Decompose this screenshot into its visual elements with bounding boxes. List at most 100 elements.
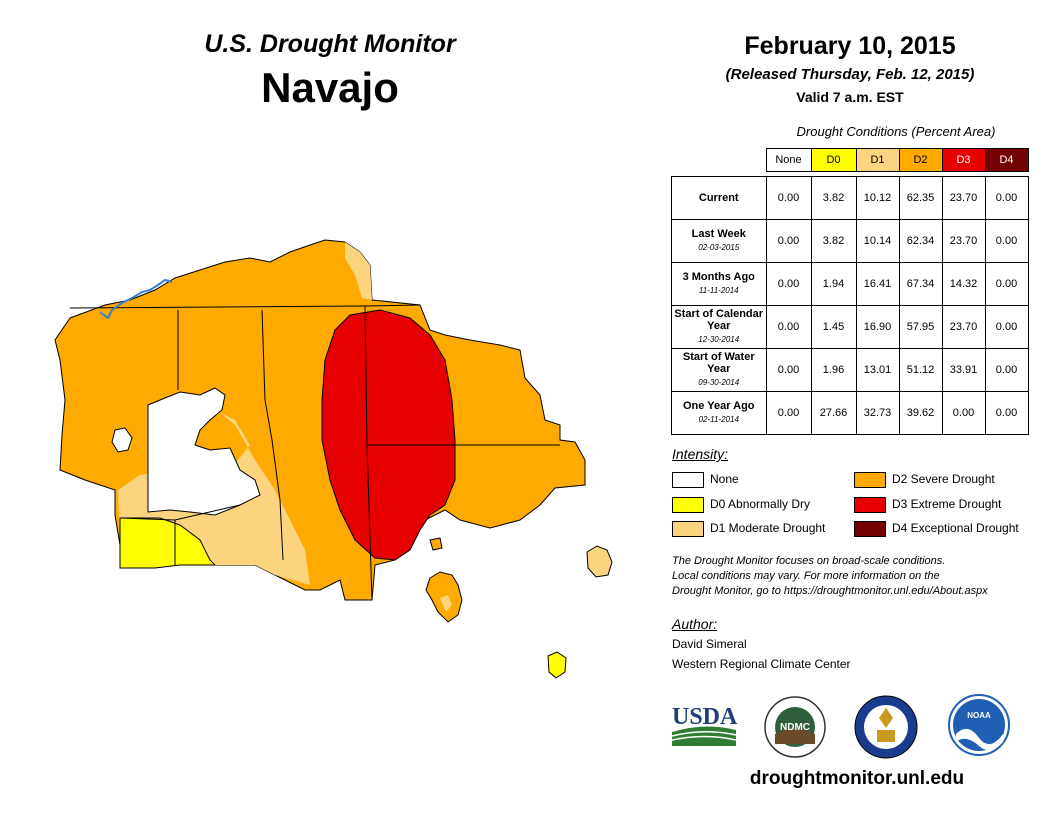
legend-label: None xyxy=(710,472,739,486)
noaa-logo-icon: NOAA xyxy=(948,694,1010,756)
map-region-d3 xyxy=(321,309,456,561)
table-row: Last Week 02-03-2015 0.00 3.82 10.14 62.3… xyxy=(671,219,1029,263)
table-cell: 0.00 xyxy=(984,262,1029,306)
table-cell: 0.00 xyxy=(984,348,1029,392)
map-date: February 10, 2015 xyxy=(744,32,956,60)
table-cell: 39.62 xyxy=(898,391,943,435)
table-cell: 0.00 xyxy=(984,391,1029,435)
legend-swatch xyxy=(854,521,886,537)
table-cell: 0.00 xyxy=(984,176,1029,220)
map-river xyxy=(99,278,173,320)
table-cell: 51.12 xyxy=(898,348,943,392)
table-cell: 0.00 xyxy=(765,262,812,306)
table-cell: 0.00 xyxy=(765,219,812,263)
row-label: Start of Water Year 09-30-2014 xyxy=(671,348,767,392)
table-header-row: None D0 D1 D2 D3 D4 xyxy=(672,148,1029,172)
legend-label: D2 Severe Drought xyxy=(892,472,995,486)
column-header: D4 xyxy=(984,148,1029,172)
column-header: D0 xyxy=(810,148,857,172)
table-cell: 0.00 xyxy=(765,391,812,435)
table-cell: 0.00 xyxy=(941,391,986,435)
svg-text:USDA: USDA xyxy=(672,704,738,730)
row-label: Current xyxy=(671,176,767,220)
column-header: None xyxy=(765,148,812,172)
legend-swatch xyxy=(672,472,704,488)
map-parcel-mid-d1 xyxy=(440,595,452,612)
table-row: 3 Months Ago 11-11-2014 0.00 1.94 16.41 6… xyxy=(671,262,1029,306)
map-boundaries xyxy=(69,304,560,601)
legend-label: D4 Exceptional Drought xyxy=(892,521,1019,535)
legend-label: D0 Abnormally Dry xyxy=(710,497,811,511)
table-cell: 0.00 xyxy=(765,176,812,220)
column-header: D3 xyxy=(941,148,986,172)
legend-title: Intensity: xyxy=(672,446,729,462)
table-cell: 0.00 xyxy=(984,305,1029,349)
table-cell: 1.94 xyxy=(810,262,857,306)
legend-swatch xyxy=(854,497,886,513)
table-row: One Year Ago 02-11-2014 0.00 27.66 32.73 … xyxy=(671,391,1029,435)
table-cell: 0.00 xyxy=(765,305,812,349)
conditions-title: Drought Conditions (Percent Area) xyxy=(796,124,996,139)
row-label: Last Week 02-03-2015 xyxy=(671,219,767,263)
column-header: D2 xyxy=(898,148,943,172)
table-cell: 62.34 xyxy=(898,219,943,263)
table-cell: 1.96 xyxy=(810,348,857,392)
table-cell: 13.01 xyxy=(855,348,900,392)
table-row: Current 0.00 3.82 10.12 62.35 23.70 0.00 xyxy=(671,176,1029,220)
table-cell: 23.70 xyxy=(941,219,986,263)
author-name: David Simeral xyxy=(672,637,747,651)
release-date: (Released Thursday, Feb. 12, 2015) xyxy=(725,66,975,83)
table-cell: 1.45 xyxy=(810,305,857,349)
row-label: One Year Ago 02-11-2014 xyxy=(671,391,767,435)
author-org: Western Regional Climate Center xyxy=(672,657,851,671)
drought-map xyxy=(54,239,613,679)
table-cell: 10.12 xyxy=(855,176,900,220)
table-cell: 57.95 xyxy=(898,305,943,349)
table-cell: 67.34 xyxy=(898,262,943,306)
usda-logo-icon: USDA xyxy=(672,704,738,746)
website-url: droughtmonitor.unl.edu xyxy=(749,768,965,789)
ndmc-logo-icon: NDMC xyxy=(764,696,826,758)
table-cell: 16.90 xyxy=(855,305,900,349)
disclaimer-text: The Drought Monitor focuses on broad-sca… xyxy=(672,554,1052,599)
map-parcel-north xyxy=(429,537,443,551)
table-cell: 62.35 xyxy=(898,176,943,220)
map-title: U.S. Drought Monitor xyxy=(204,30,456,58)
row-label: 3 Months Ago 11-11-2014 xyxy=(671,262,767,306)
region-title: Navajo xyxy=(261,64,399,111)
row-label: Start of Calendar Year 12-30-2014 xyxy=(671,305,767,349)
table-cell: 0.00 xyxy=(984,219,1029,263)
disclaimer-line: Drought Monitor, go to https://droughtmo… xyxy=(672,585,988,597)
author-title: Author: xyxy=(672,616,718,632)
table-cell: 10.14 xyxy=(855,219,900,263)
table-cell: 23.70 xyxy=(941,176,986,220)
conditions-table: None D0 D1 D2 D3 D4 Current 0.00 3.82 10… xyxy=(671,148,1029,435)
legend-swatch xyxy=(854,472,886,488)
table-cell: 14.32 xyxy=(941,262,986,306)
valid-time: Valid 7 a.m. EST xyxy=(796,89,904,105)
map-region-d0 xyxy=(119,517,217,569)
svg-text:NOAA: NOAA xyxy=(967,711,991,720)
map-region-d1-ne xyxy=(345,242,372,300)
map-region-none-small xyxy=(111,427,133,453)
table-cell: 23.70 xyxy=(941,305,986,349)
map-parcel-south xyxy=(547,651,567,679)
table-cell: 16.41 xyxy=(855,262,900,306)
table-cell: 33.91 xyxy=(941,348,986,392)
legend-label: D1 Moderate Drought xyxy=(710,521,826,535)
table-row: Start of Water Year 09-30-2014 0.00 1.96 … xyxy=(671,348,1029,392)
svg-text:NDMC: NDMC xyxy=(780,722,810,733)
disclaimer-line: The Drought Monitor focuses on broad-sca… xyxy=(672,555,946,567)
table-cell: 0.00 xyxy=(765,348,812,392)
table-cell: 32.73 xyxy=(855,391,900,435)
legend-label: D3 Extreme Drought xyxy=(892,497,1002,511)
table-cell: 3.82 xyxy=(810,176,857,220)
disclaimer-line: Local conditions may vary. For more info… xyxy=(672,570,940,582)
table-cell: 27.66 xyxy=(810,391,857,435)
column-header: D1 xyxy=(855,148,900,172)
legend-swatch xyxy=(672,521,704,537)
map-region-none xyxy=(147,387,261,516)
table-row: Start of Calendar Year 12-30-2014 0.00 1.… xyxy=(671,305,1029,349)
commerce-seal-icon xyxy=(854,695,918,759)
table-cell: 3.82 xyxy=(810,219,857,263)
